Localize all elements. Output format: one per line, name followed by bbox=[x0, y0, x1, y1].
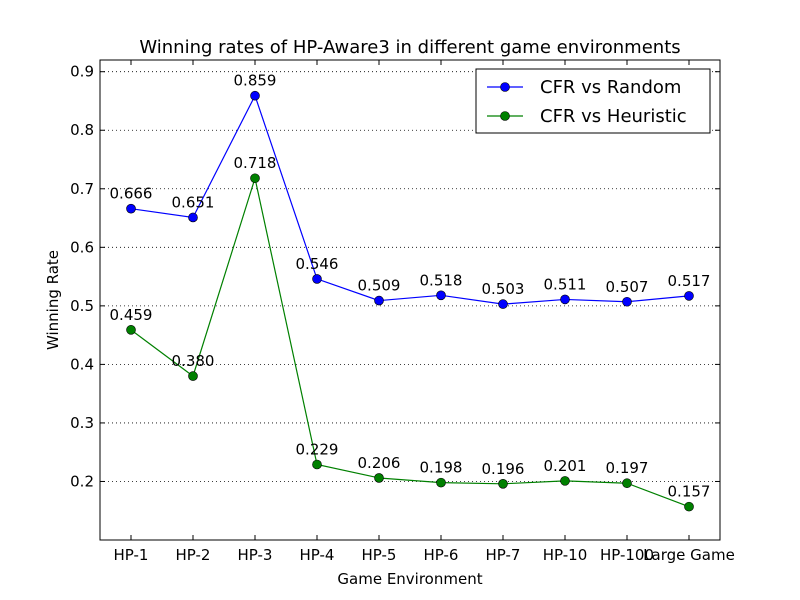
data-label: 0.666 bbox=[110, 185, 153, 203]
data-label: 0.201 bbox=[544, 457, 587, 475]
y-tick-label: 0.5 bbox=[70, 297, 94, 315]
data-point bbox=[560, 476, 570, 486]
legend-marker-heuristic bbox=[500, 111, 510, 121]
data-label: 0.509 bbox=[358, 277, 401, 295]
data-point bbox=[622, 296, 632, 307]
data-point bbox=[374, 473, 384, 483]
x-tick-label: HP-5 bbox=[362, 546, 397, 564]
data-label: 0.157 bbox=[668, 483, 711, 501]
x-tick-label: HP-100 bbox=[600, 546, 654, 564]
series-line-1 bbox=[130, 175, 690, 508]
data-point bbox=[684, 291, 694, 301]
data-point bbox=[436, 290, 446, 301]
data-point bbox=[250, 90, 260, 101]
data-label: 0.546 bbox=[296, 255, 339, 273]
legend-label-random: CFR vs Random bbox=[540, 77, 681, 98]
data-point bbox=[312, 459, 322, 470]
data-point bbox=[188, 212, 198, 223]
legend-marker-random bbox=[500, 82, 510, 92]
data-point bbox=[436, 477, 446, 488]
data-point bbox=[126, 203, 136, 214]
x-tick-label: HP-2 bbox=[176, 546, 211, 564]
data-point bbox=[622, 478, 632, 489]
y-tick-label: 0.9 bbox=[70, 63, 94, 81]
data-label: 0.517 bbox=[668, 272, 711, 290]
data-point bbox=[498, 299, 508, 309]
y-tick-label: 0.6 bbox=[70, 238, 94, 256]
y-tick-label: 0.3 bbox=[70, 414, 94, 432]
legend: CFR vs Random CFR vs Heuristic bbox=[475, 68, 711, 134]
data-point bbox=[498, 479, 508, 489]
x-tick-label: Large Game bbox=[643, 546, 735, 564]
x-tick-label: HP-1 bbox=[114, 546, 149, 564]
data-label: 0.380 bbox=[172, 352, 215, 370]
data-label: 0.197 bbox=[606, 459, 649, 477]
data-label: 0.198 bbox=[420, 459, 463, 477]
data-label: 0.196 bbox=[482, 460, 525, 478]
data-label: 0.503 bbox=[482, 280, 525, 298]
data-point bbox=[250, 173, 260, 184]
x-tick-label: HP-6 bbox=[424, 546, 459, 564]
data-label: 0.859 bbox=[234, 72, 277, 90]
y-tick-label: 0.4 bbox=[70, 355, 94, 373]
data-label: 0.229 bbox=[296, 440, 339, 458]
data-point bbox=[560, 294, 570, 305]
axis-ticks: 0.2 0.3 0.4 0.5 0.6 0.7 0.8 0.9 HP-1 HP-2 HP-3 HP-4… bbox=[70, 60, 735, 564]
y-axis-label: Winning Rate bbox=[44, 250, 62, 350]
data-label: 0.206 bbox=[358, 454, 401, 472]
chart-title: Winning rates of HP-Aware3 in different … bbox=[139, 37, 680, 58]
data-point bbox=[126, 325, 136, 335]
series-lines bbox=[126, 90, 694, 512]
data-label: 0.651 bbox=[172, 193, 215, 211]
data-label: 0.718 bbox=[234, 154, 277, 172]
data-labels: 0.666 0.651 0.859 0.546 0.509 0.518 0.503 0.511… bbox=[110, 72, 711, 501]
y-tick-label: 0.7 bbox=[70, 180, 94, 198]
data-point bbox=[188, 371, 198, 381]
x-tick-label: HP-7 bbox=[486, 546, 521, 564]
data-label: 0.507 bbox=[606, 278, 649, 296]
legend-label-heuristic: CFR vs Heuristic bbox=[540, 106, 687, 127]
series-line-0 bbox=[130, 94, 690, 305]
data-label: 0.518 bbox=[420, 271, 463, 289]
y-tick-label: 0.2 bbox=[70, 472, 94, 490]
data-point bbox=[312, 274, 322, 284]
y-tick-label: 0.8 bbox=[70, 121, 94, 139]
x-tick-label: HP-3 bbox=[238, 546, 273, 564]
x-axis-label: Game Environment bbox=[337, 570, 482, 588]
plot-area-frame bbox=[99, 59, 721, 541]
data-point bbox=[684, 501, 694, 512]
data-point bbox=[374, 295, 384, 306]
x-tick-label: HP-10 bbox=[543, 546, 588, 564]
legend-box bbox=[475, 68, 711, 134]
x-tick-label: HP-4 bbox=[300, 546, 335, 564]
data-label: 0.511 bbox=[544, 275, 587, 293]
data-label: 0.459 bbox=[110, 306, 153, 324]
